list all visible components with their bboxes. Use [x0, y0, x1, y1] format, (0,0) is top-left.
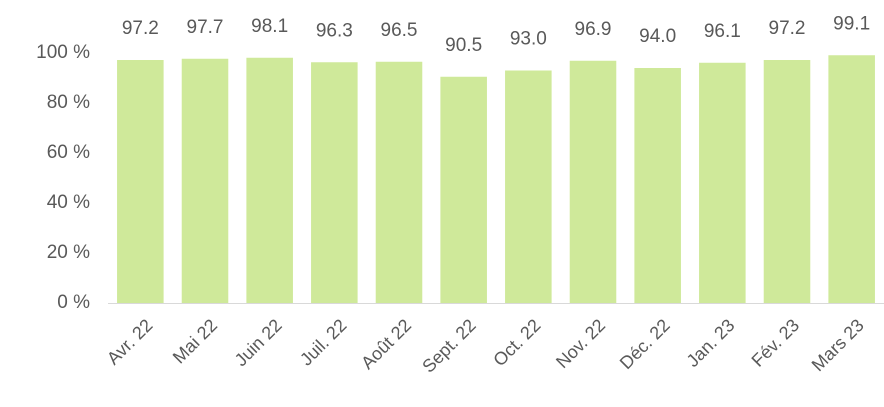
bar — [699, 62, 746, 303]
x-tick-label: Oct. 22 — [489, 315, 544, 370]
y-tick-label: 80 % — [47, 92, 90, 113]
data-label: 90.5 — [445, 35, 482, 56]
data-label: 94.0 — [639, 26, 676, 47]
x-tick-label: Juil. 22 — [296, 315, 350, 369]
x-axis: Avr. 22 Mai 22 Juin 22 Juil. 22 Août 22 Sept.… — [103, 315, 868, 377]
data-labels: 97.2 97.7 98.1 96.3 96.5 90.5 93.0 96.9 94.0 96.1… — [122, 13, 870, 56]
x-tick-label: Juin 22 — [231, 315, 286, 370]
x-tick-label: Mai 22 — [169, 315, 221, 367]
data-label: 97.2 — [769, 18, 806, 39]
data-label: 98.1 — [251, 16, 288, 37]
y-tick-label: 60 % — [47, 142, 90, 163]
x-tick-label: Fév. 23 — [748, 315, 804, 371]
data-label: 96.5 — [381, 20, 418, 41]
x-tick-label: Avr. 22 — [103, 315, 157, 369]
data-label: 97.7 — [187, 17, 224, 38]
x-tick-label: Août 22 — [357, 315, 415, 373]
data-label: 96.9 — [575, 19, 612, 40]
bar — [375, 61, 423, 303]
x-tick-label: Déc. 22 — [616, 315, 674, 373]
bar-series — [117, 55, 875, 303]
y-axis: 0 % 20 % 40 % 60 % 80 % 100 % — [36, 42, 90, 313]
y-tick-label: 100 % — [36, 42, 90, 63]
bar — [763, 60, 811, 303]
bar — [181, 58, 229, 303]
data-label: 93.0 — [510, 29, 547, 50]
bar — [440, 76, 487, 303]
y-tick-label: 20 % — [47, 242, 90, 263]
x-tick-label: Nov. 22 — [552, 315, 609, 372]
data-label: 99.1 — [833, 13, 870, 34]
y-tick-label: 40 % — [47, 192, 90, 213]
data-label: 97.2 — [122, 18, 159, 39]
bar — [117, 60, 164, 303]
bar — [828, 55, 875, 303]
bar — [634, 68, 681, 303]
x-tick-label: Mars 23 — [808, 315, 868, 375]
x-tick-label: Jan. 23 — [683, 315, 739, 371]
data-label: 96.3 — [316, 20, 353, 41]
bar — [311, 62, 358, 303]
bar — [569, 60, 617, 303]
data-label: 96.1 — [704, 21, 741, 42]
y-tick-label: 0 % — [57, 292, 90, 313]
x-tick-label: Sept. 22 — [418, 315, 480, 377]
bar — [505, 70, 552, 303]
bar — [246, 57, 293, 303]
